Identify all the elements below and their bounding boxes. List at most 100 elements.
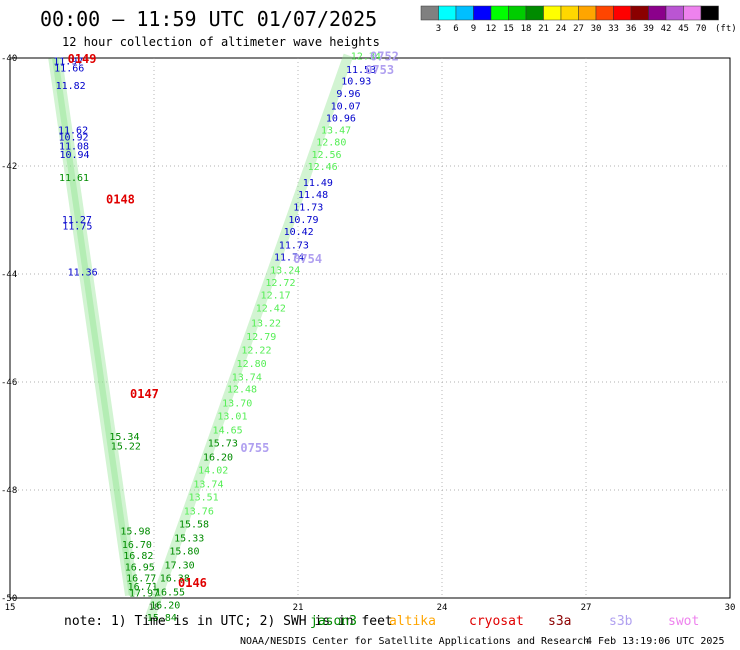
colorbar-swatch — [648, 5, 667, 21]
wave-height-point: 11.48 — [298, 190, 328, 201]
wave-height-point: 13.70 — [222, 399, 252, 410]
colorbar-swatch — [630, 5, 649, 21]
wave-height-point: 16.71 — [128, 582, 158, 593]
track-band — [48, 57, 135, 597]
wave-height-point: 12.46 — [308, 162, 338, 173]
x-tick-label: 15 — [5, 603, 16, 613]
wave-height-point: 13.76 — [184, 507, 214, 518]
wave-height-point: 11.62 — [58, 125, 88, 136]
track-id-label: 0147 — [130, 387, 159, 401]
satellite-legend-item: cryosat — [469, 614, 524, 629]
colorbar-tick-label: 6 — [453, 24, 458, 34]
wave-height-point: 16.20 — [203, 453, 233, 464]
wave-height-point: 12.79 — [246, 332, 276, 343]
wave-height-point: 12.42 — [256, 303, 286, 314]
wave-height-point: 13.24 — [270, 266, 300, 277]
colorbar-tick-label: 3 — [436, 24, 441, 34]
wave-height-point: 12.56 — [311, 150, 341, 161]
track-id-label: 0148 — [106, 192, 135, 206]
colorbar-swatch — [420, 5, 439, 21]
track-band — [52, 57, 139, 597]
colorbar-tick-label: 15 — [503, 24, 514, 34]
wave-height-point: 15.33 — [174, 534, 204, 545]
wave-height-point: 10.94 — [59, 150, 89, 161]
colorbar-swatch — [613, 5, 632, 21]
wave-height-point: 15.34 — [109, 432, 139, 443]
wave-height-point: 16.38 — [160, 573, 190, 584]
wave-height-point: 11.08 — [59, 141, 89, 152]
colorbar-swatch — [508, 5, 527, 21]
colorbar-swatch — [438, 5, 457, 21]
y-tick-label: -50 — [1, 594, 17, 604]
wave-height-point: 12.17 — [261, 291, 291, 302]
colorbar-tick-label: 36 — [626, 24, 637, 34]
x-tick-label: 21 — [293, 603, 304, 613]
track-id-label: 0754 — [293, 252, 322, 266]
wave-height-point: 10.96 — [326, 113, 356, 124]
footer-credit: NOAA/NESDIS Center for Satellite Applica… — [240, 636, 589, 647]
wave-height-point: 11.49 — [303, 178, 333, 189]
wave-height-point: 11.66 — [54, 64, 84, 75]
chart-subtitle: 12 hour collection of altimeter wave hei… — [62, 35, 380, 49]
satellite-legend-item: swot — [668, 614, 699, 629]
y-tick-label: -40 — [1, 54, 17, 64]
colorbar-swatch — [473, 5, 492, 21]
axis-ticks: 15 18 21 24 27 30 -40 -42 -44 -46 -48 -50 — [1, 54, 735, 613]
x-tick-label: 18 — [149, 603, 160, 613]
wave-height-point: 13.47 — [321, 125, 351, 136]
wave-height-point: 11.61 — [59, 173, 89, 184]
wave-height-point: 16.20 — [150, 600, 180, 611]
colorbar-tick-label: 39 — [643, 24, 654, 34]
track-id-label: 0146 — [178, 576, 207, 590]
track-id-label: 0752 — [370, 49, 399, 63]
wave-height-point: 12.80 — [316, 138, 346, 149]
wave-height-point: 9.96 — [336, 89, 360, 100]
colorbar-tick-label: 45 — [678, 24, 689, 34]
colorbar-tick-label: 9 — [471, 24, 476, 34]
wave-height-point: 16.82 — [123, 551, 153, 562]
plot-area — [9, 57, 731, 599]
wave-height-point: 15.58 — [179, 519, 209, 530]
wave-height-point: 16.70 — [122, 540, 152, 551]
wave-height-point: 11.75 — [62, 221, 92, 232]
colorbar-swatch — [525, 5, 544, 21]
wave-height-point: 11.73 — [293, 203, 323, 214]
wave-height-point: 11.36 — [68, 267, 98, 278]
wave-height-point: 15.84 — [147, 613, 177, 624]
wave-height-point: 16.95 — [125, 563, 155, 574]
y-tick-label: -46 — [1, 378, 17, 388]
wave-height-point: 11.82 — [56, 81, 86, 92]
wave-height-point: 15.80 — [169, 546, 199, 557]
satellite-legend-item: jason3 — [310, 614, 357, 629]
wave-height-point: 13.51 — [189, 492, 219, 503]
colorbar-swatch — [683, 5, 702, 21]
wave-height-point: 12.80 — [237, 359, 267, 370]
wave-height-point: 11.53 — [346, 65, 376, 76]
wave-height-point: 13.74 — [232, 373, 262, 384]
wave-height-point: 12.48 — [227, 384, 257, 395]
track-id-label: 0149 — [68, 52, 97, 66]
track-id-label: 0753 — [365, 63, 394, 77]
x-tick-label: 30 — [725, 603, 736, 613]
colorbar-swatch — [665, 5, 684, 21]
colorbar-tick-label: 33 — [608, 24, 619, 34]
colorbar-swatch — [595, 5, 614, 21]
wave-height-point: 17.30 — [165, 561, 195, 572]
wave-height-point: 15.22 — [111, 442, 141, 453]
colorbar-swatch — [455, 5, 474, 21]
wave-height-point: 16.55 — [155, 588, 185, 599]
wave-height-point: 14.65 — [213, 426, 243, 437]
wave-height-point: 11.27 — [62, 215, 92, 226]
colorbar-swatch — [578, 5, 597, 21]
grid-lines — [10, 58, 730, 598]
y-tick-label: -44 — [1, 270, 17, 280]
colorbar-swatch — [700, 5, 719, 21]
satellite-legend-item: s3a — [548, 614, 571, 629]
colorbar-tick-label: 42 — [661, 24, 672, 34]
track-band — [144, 53, 354, 622]
colorbar-tick-label: 18 — [521, 24, 532, 34]
wave-height-point: 17.97 — [129, 589, 159, 600]
wave-height-point: 11.73 — [279, 240, 309, 251]
